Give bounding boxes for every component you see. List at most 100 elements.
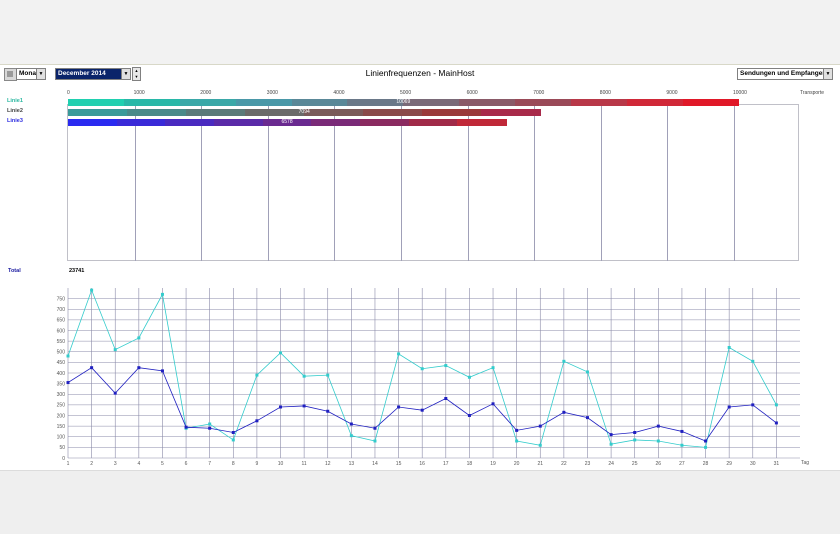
data-point [538, 424, 542, 428]
data-point [420, 367, 424, 371]
bar-segment [165, 119, 215, 126]
y-tick-label: 600 [57, 328, 66, 334]
bar-axis-tick: 8000 [599, 90, 611, 96]
data-point [751, 403, 755, 407]
bar-axis-tick: 0 [67, 90, 70, 96]
bar-axis-tick: 3000 [266, 90, 278, 96]
x-tick-label: 3 [114, 461, 117, 467]
data-point [279, 405, 283, 409]
line-label-1: Linie1 [7, 98, 23, 104]
period-select[interactable]: Monat ▼ [16, 68, 46, 80]
x-tick-label: 19 [490, 461, 496, 467]
data-point [373, 426, 377, 430]
x-tick-label: 18 [467, 461, 473, 467]
data-point [515, 428, 519, 432]
month-spinner[interactable]: ▲ ▼ [132, 67, 141, 81]
chevron-down-icon[interactable]: ▼ [823, 69, 832, 79]
x-tick-label: 7 [208, 461, 211, 467]
bar-grid-line [734, 104, 735, 261]
data-point [727, 405, 731, 409]
bar-grid-line [267, 104, 269, 261]
x-tick-label: 12 [325, 461, 331, 467]
bar-segment [179, 99, 237, 106]
data-point [562, 410, 566, 414]
bar-grid-line [600, 104, 602, 261]
y-tick-label: 750 [57, 296, 66, 302]
bar-axis-tick: 7000 [533, 90, 545, 96]
y-tick-label: 50 [59, 445, 65, 451]
bar-value-label: 7094 [298, 109, 310, 115]
data-point [160, 369, 164, 373]
data-point [444, 364, 448, 368]
bar-segment [68, 99, 125, 106]
bar-segment [304, 109, 364, 116]
data-point [585, 370, 589, 374]
mode-select[interactable]: Sendungen und Empfangene ▼ [737, 68, 833, 80]
data-point [373, 439, 377, 443]
y-tick-label: 450 [57, 360, 66, 366]
data-point [704, 445, 708, 449]
y-tick-label: 300 [57, 392, 66, 398]
bar-segment [127, 109, 187, 116]
bar-segment [214, 119, 264, 126]
data-point [397, 405, 401, 409]
data-point [609, 442, 613, 446]
bar-axis-tick: 4000 [333, 90, 345, 96]
bar-segment [515, 99, 572, 106]
data-point [680, 429, 684, 433]
bar-axis-unit: Transporte [800, 90, 824, 96]
chevron-down-icon[interactable]: ▼ [36, 69, 45, 79]
bar-grid-line [401, 104, 402, 261]
data-point [137, 366, 141, 370]
bar-segment [403, 99, 460, 106]
bar-segment [481, 109, 541, 116]
x-tick-label: 10 [278, 461, 284, 467]
data-point [66, 354, 70, 358]
data-point [255, 373, 259, 377]
bar-axis-tick: 9000 [666, 90, 678, 96]
data-point [680, 443, 684, 447]
data-point [90, 288, 94, 292]
bar-segment [570, 99, 628, 106]
data-point [302, 374, 306, 378]
bar-grid-line [334, 104, 336, 261]
x-tick-label: 8 [232, 461, 235, 467]
data-point [231, 431, 235, 434]
y-tick-label: 250 [57, 403, 66, 409]
bar-value-label: 10069 [396, 99, 411, 105]
bar-segment [408, 119, 458, 126]
x-tick-label: 17 [443, 461, 449, 467]
chevron-down-icon[interactable]: ▼ [121, 69, 130, 79]
data-point [444, 397, 448, 400]
data-point [349, 422, 353, 426]
bar-segment [360, 119, 410, 126]
x-tick-label: 30 [750, 461, 756, 467]
top-background [0, 0, 840, 65]
x-tick-label: 29 [726, 461, 732, 467]
data-point [255, 419, 259, 423]
y-tick-label: 650 [57, 318, 66, 324]
data-point [279, 351, 283, 355]
data-point [208, 422, 212, 426]
month-select[interactable]: December 2014 ▼ [55, 68, 131, 80]
data-point [491, 402, 495, 406]
data-point [326, 409, 330, 413]
data-point [633, 431, 637, 434]
data-point [326, 373, 330, 377]
y-tick-label: 200 [57, 413, 66, 419]
bottom-background [0, 470, 840, 534]
bar-axis-tick: 10000 [733, 90, 747, 96]
bar-grid-line [667, 104, 669, 261]
x-tick-label: 6 [185, 461, 188, 467]
data-point [774, 403, 778, 407]
bar-segment [235, 99, 293, 106]
bar-axis-tick: 5000 [400, 90, 412, 96]
bar-segment [245, 109, 305, 116]
x-tick-label: 31 [774, 461, 780, 467]
data-point [727, 346, 731, 349]
data-point [515, 439, 519, 443]
bar-segment [68, 119, 118, 126]
bar-segment [123, 99, 181, 106]
data-point [349, 434, 353, 438]
